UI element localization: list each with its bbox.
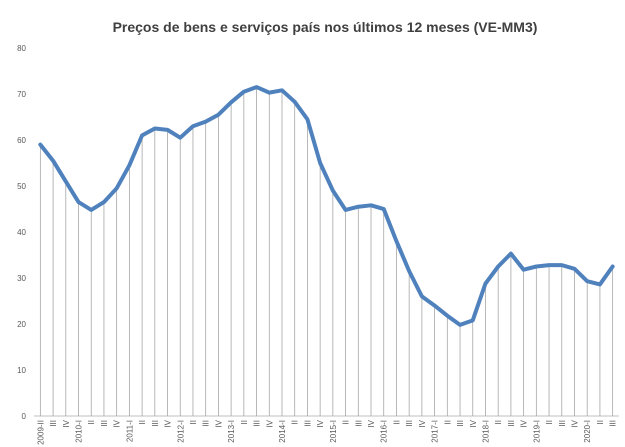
y-tick-label: 80: [17, 44, 26, 53]
y-tick-label: 40: [17, 228, 26, 237]
y-tick-label: 20: [17, 320, 26, 329]
x-tick-label: 2011-I: [125, 420, 134, 442]
x-tick-label: IV: [316, 419, 325, 427]
x-tick-label: 2012-I: [176, 420, 185, 443]
y-tick-label: 50: [17, 182, 26, 191]
x-tick-label: II: [494, 420, 503, 424]
x-tick-label: III: [354, 420, 363, 427]
x-tick-label: 2018-I: [481, 420, 490, 443]
x-tick-label: III: [100, 420, 109, 427]
x-tick-label: III: [253, 420, 262, 427]
y-tick-label: 30: [17, 274, 26, 283]
x-tick-label: IV: [418, 419, 427, 427]
y-tick-label: 10: [17, 366, 26, 375]
x-tick-label: II: [342, 420, 351, 424]
x-tick-label: IV: [113, 419, 122, 427]
x-tick-label: IV: [265, 419, 274, 427]
x-tick-label: IV: [214, 419, 223, 427]
x-tick-label: IV: [520, 419, 529, 427]
x-tick-label: II: [189, 420, 198, 424]
x-tick-label: III: [456, 420, 465, 427]
x-tick-label: II: [240, 420, 249, 424]
x-tick-label: III: [609, 420, 618, 427]
x-tick-label: IV: [164, 419, 173, 427]
x-tick-label: II: [291, 420, 300, 424]
x-tick-label: 2009-II: [36, 420, 45, 445]
x-tick-label: 2014-I: [278, 420, 287, 443]
x-tick-label: III: [558, 420, 567, 427]
line: [38, 85, 615, 327]
x-tick-label: III: [405, 420, 414, 427]
chart-title: Preços de bens e serviços país nos últim…: [113, 19, 538, 35]
x-tick-label: 2019-I: [532, 420, 541, 443]
x-tick-label: 2016-I: [380, 420, 389, 443]
x-tick-label: 2017-I: [431, 420, 440, 443]
x-tick-label: 2010-I: [75, 420, 84, 443]
x-tick-label: III: [202, 420, 211, 427]
x-tick-label: IV: [367, 419, 376, 427]
x-tick-label: 2020-I: [583, 420, 592, 443]
x-tick-label: II: [443, 420, 452, 424]
x-tick-label: II: [596, 420, 605, 424]
x-tick-label: III: [49, 420, 58, 427]
x-tick-label: IV: [469, 419, 478, 427]
y-tick-label: 0: [22, 412, 27, 421]
x-tick-label: II: [392, 420, 401, 424]
x-tick-label: III: [151, 420, 160, 427]
y-tick-label: 70: [17, 90, 26, 99]
x-tick-label: 2013-I: [227, 420, 236, 443]
x-tick-label: II: [545, 420, 554, 424]
x-tick-label: IV: [62, 419, 71, 427]
x-tick-label: II: [138, 420, 147, 424]
x-tick-label: III: [507, 420, 516, 427]
x-tick-label: III: [303, 420, 312, 427]
x-tick-label: IV: [570, 419, 579, 427]
x-tick-label: 2015-I: [329, 420, 338, 443]
x-tick-label: II: [87, 420, 96, 424]
y-tick-label: 60: [17, 136, 26, 145]
